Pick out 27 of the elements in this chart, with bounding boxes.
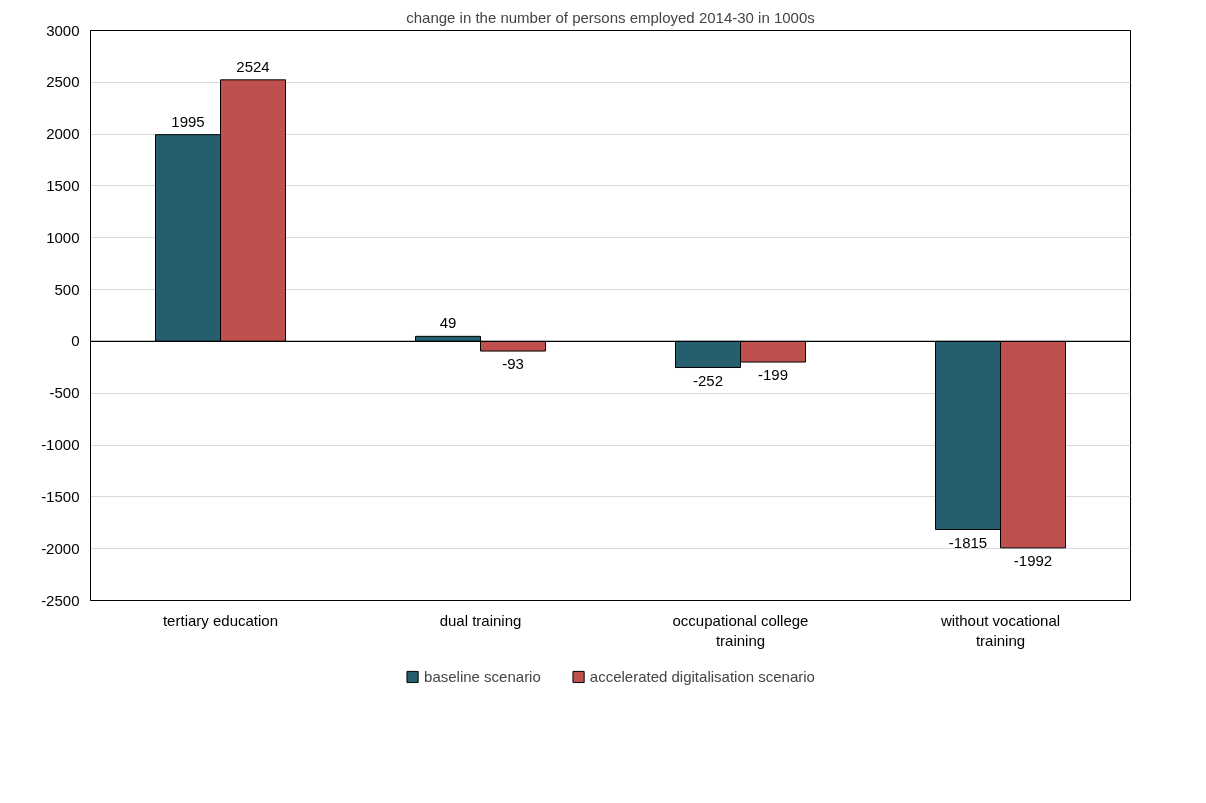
- y-tick-label: -2000: [41, 539, 80, 557]
- y-tick-label: 2500: [46, 73, 80, 91]
- y-tick-label: -1500: [41, 487, 80, 505]
- y-tick-label: -1000: [41, 436, 80, 454]
- x-tick-label: occupational college training: [672, 611, 809, 649]
- data-label: -1815: [948, 533, 988, 551]
- x-tick-label: dual training: [439, 611, 522, 629]
- y-tick-label: 3000: [46, 21, 80, 39]
- data-label: 49: [439, 314, 457, 332]
- y-tick-label: 2000: [46, 125, 80, 143]
- data-label: -199: [757, 366, 789, 384]
- y-tick-label: 500: [54, 280, 80, 298]
- data-label: -1992: [1013, 551, 1053, 569]
- y-tick-label: 1500: [46, 176, 80, 194]
- data-label: 2524: [236, 57, 270, 75]
- data-label: -93: [502, 355, 524, 373]
- y-tick-label: -2500: [41, 591, 80, 609]
- legend-label: baseline scenario: [424, 667, 541, 685]
- y-tick-label: 0: [71, 332, 80, 350]
- x-tick-label: tertiary education: [162, 611, 279, 629]
- chart-title: change in the number of persons employed 2014-30 in 1000s: [406, 8, 815, 26]
- y-tick-label: 1000: [46, 228, 80, 246]
- data-label: -252: [692, 371, 724, 389]
- x-tick-label: without vocational training: [939, 611, 1061, 649]
- data-label: 1995: [171, 112, 205, 130]
- legend-label: accelerated digitalisation scenario: [589, 667, 815, 685]
- y-tick-label: -500: [49, 384, 80, 402]
